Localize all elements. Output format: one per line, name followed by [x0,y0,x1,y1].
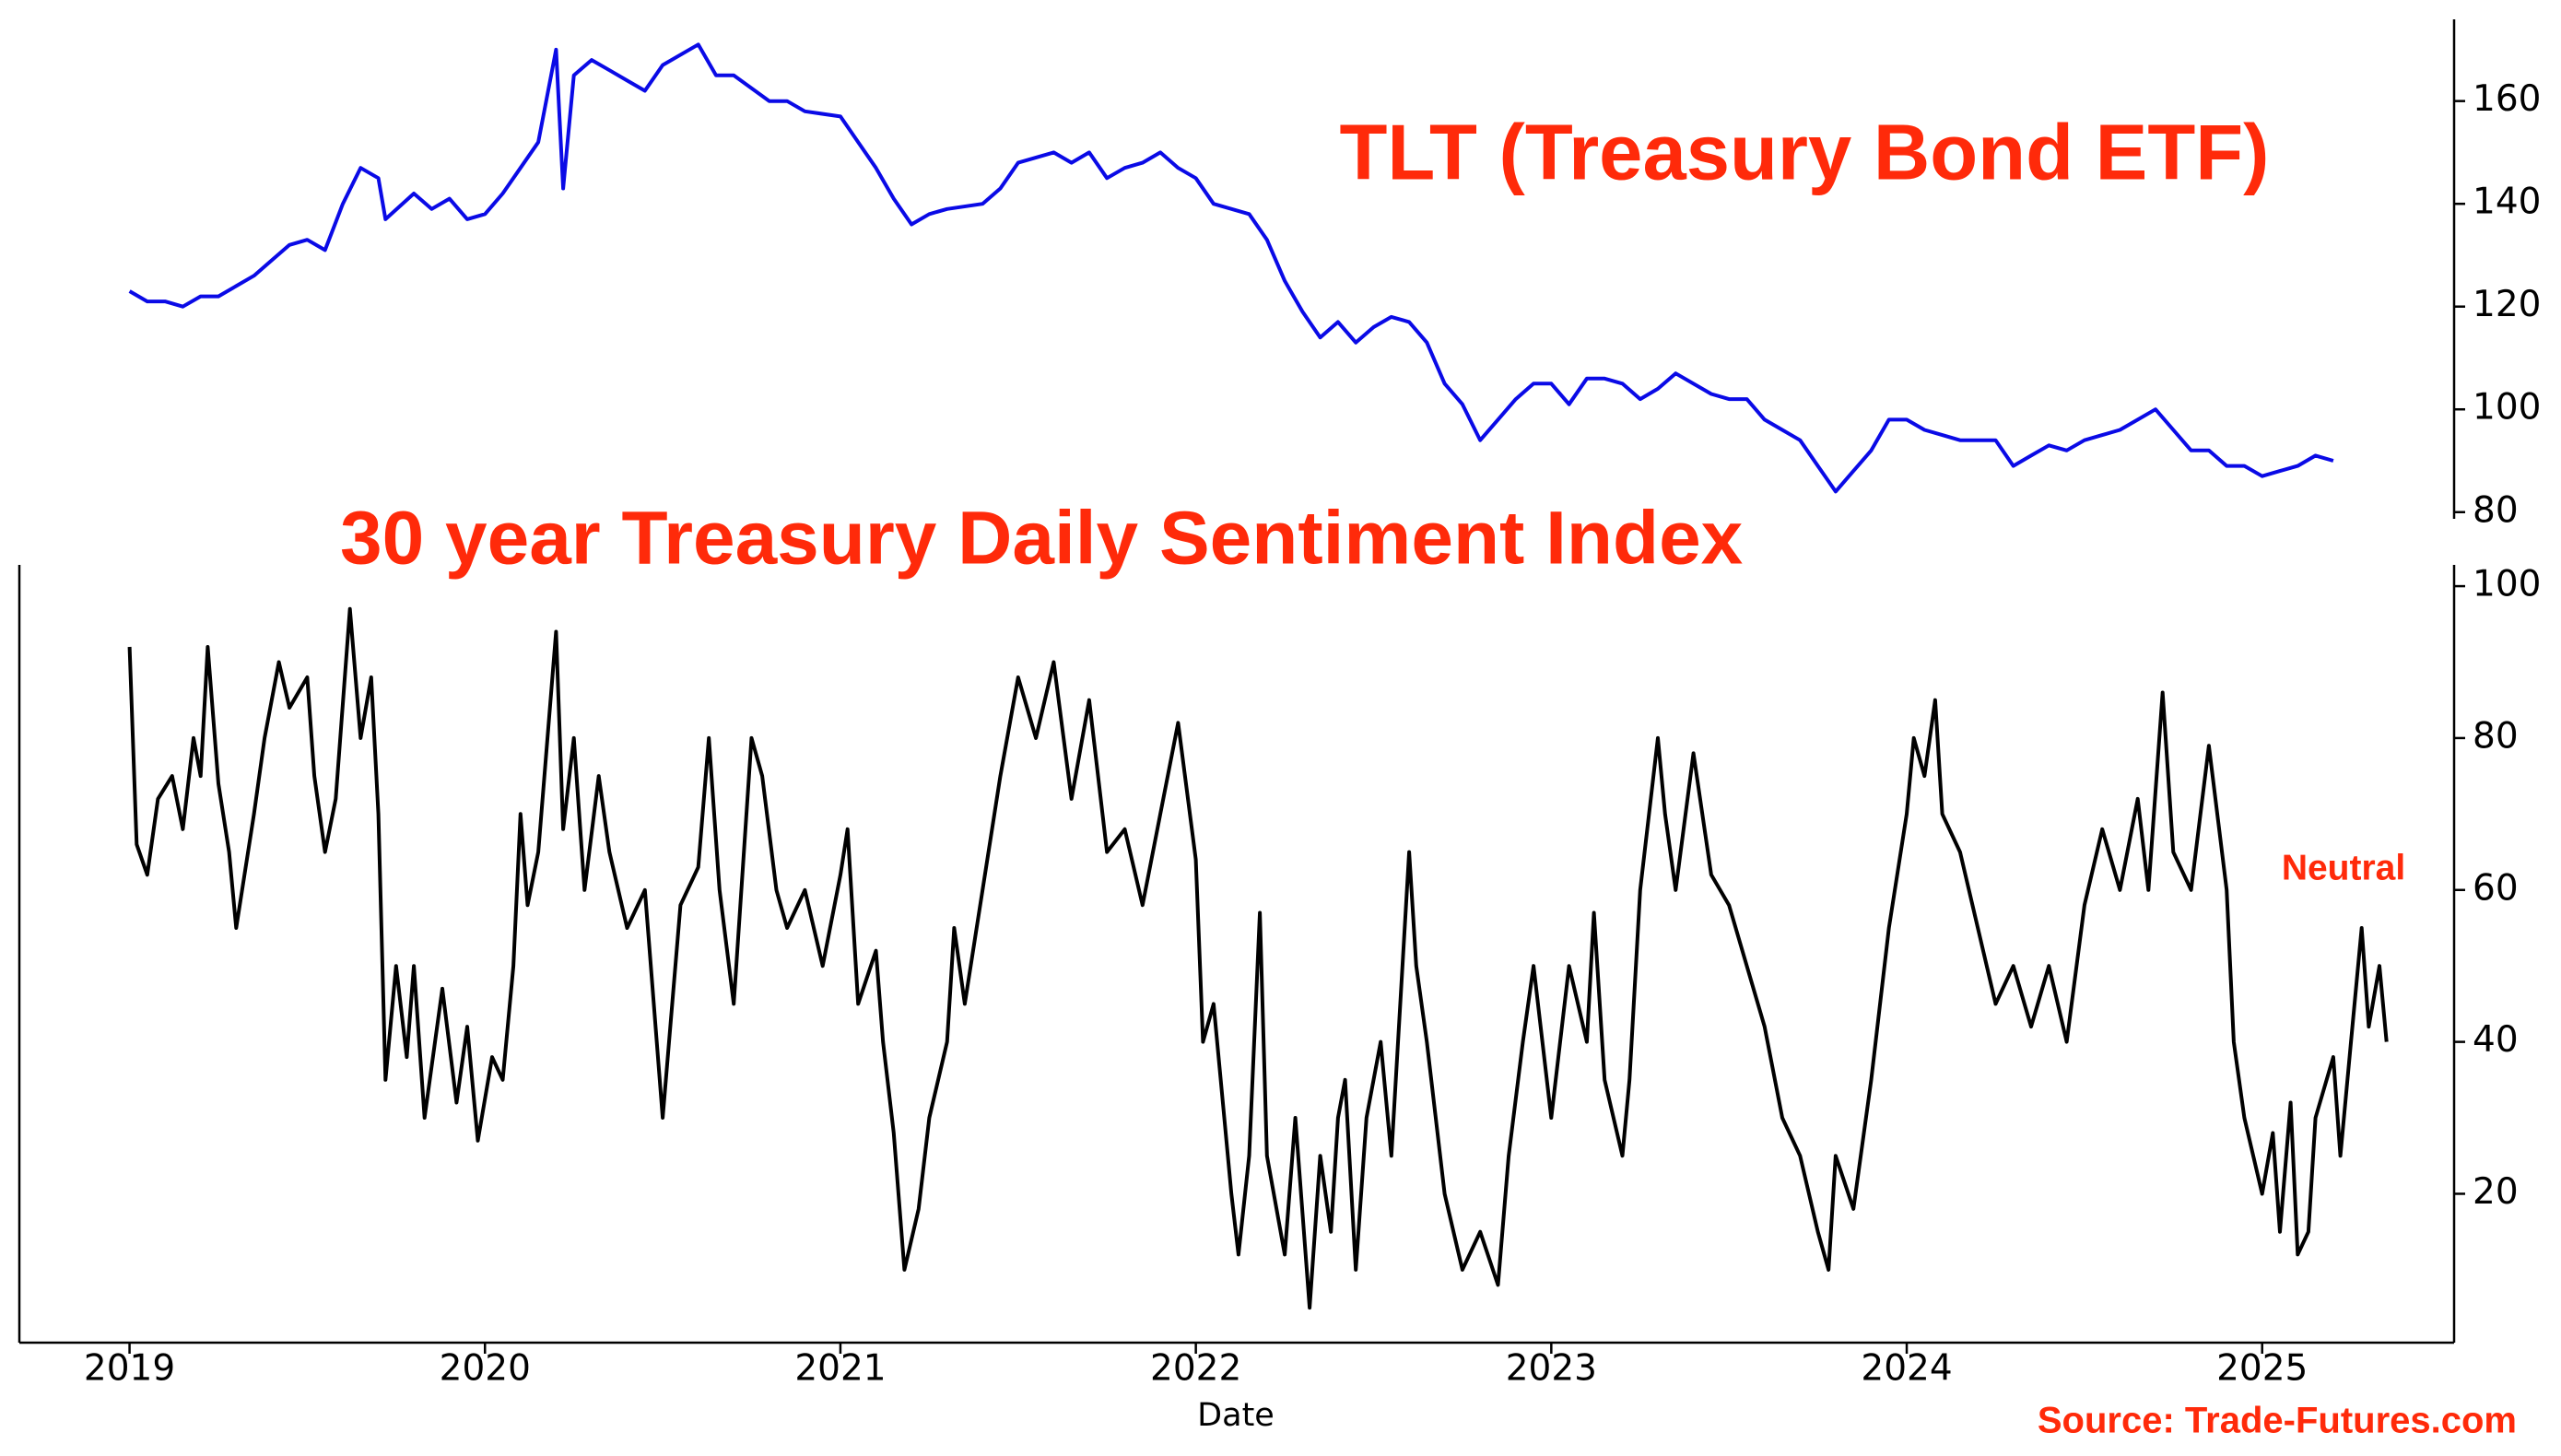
chart-title: 30 year Treasury Daily Sentiment Index [340,497,1743,581]
y-tick-label: 140 [2473,182,2541,223]
line-series [128,42,2334,494]
y-tick-label: 100 [2473,387,2541,429]
x-tick-label: 2020 [440,1348,531,1390]
y-tick-label: 160 [2473,78,2541,120]
x-tick-label: 2022 [1150,1348,1241,1390]
y-tick-label: 80 [2473,715,2519,757]
line-series [127,606,2389,1310]
y-tick-label: 80 [2473,489,2519,531]
x-tick-label: 2024 [1861,1348,1952,1390]
chart-title: TLT (Treasury Bond ETF) [1339,109,2269,196]
y-tick-label: 40 [2473,1019,2519,1061]
y-tick-label: 100 [2473,564,2541,605]
x-tick-label: 2023 [1506,1348,1597,1390]
x-tick-label: 2019 [84,1348,175,1390]
annotation: Neutral [2282,848,2405,887]
y-tick-label: 60 [2473,867,2519,909]
y-tick-label: 120 [2473,284,2541,325]
x-tick-label: 2021 [794,1348,886,1390]
x-tick-label: 2025 [2216,1348,2308,1390]
source: Source: Trade-Futures.com [2038,1401,2517,1441]
x-axis-label: Date [1197,1397,1275,1434]
y-tick-label: 20 [2473,1171,2519,1213]
